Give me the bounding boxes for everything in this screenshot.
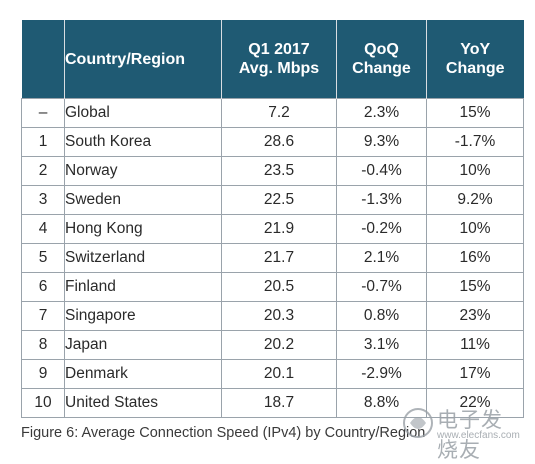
table-row: – Global 7.2 2.3% 15% <box>21 98 524 128</box>
table-row: 6 Finland 20.5 -0.7% 15% <box>21 272 524 302</box>
cell-mbps: 21.7 <box>221 243 337 273</box>
cell-country: Global <box>64 98 222 128</box>
cell-yoy: 17% <box>426 359 524 389</box>
cell-yoy: 9.2% <box>426 185 524 215</box>
header-qoq-line1: QoQ <box>364 41 399 58</box>
speed-table: Country/Region Q1 2017 Avg. Mbps QoQ Cha… <box>21 20 524 418</box>
cell-country: Finland <box>64 272 222 302</box>
table-header: Country/Region Q1 2017 Avg. Mbps QoQ Cha… <box>21 20 524 99</box>
cell-country: Denmark <box>64 359 222 389</box>
cell-mbps: 23.5 <box>221 156 337 186</box>
cell-rank: 5 <box>21 243 65 273</box>
cell-qoq: -0.7% <box>336 272 427 302</box>
cell-qoq: 8.8% <box>336 388 427 418</box>
cell-qoq: 9.3% <box>336 127 427 157</box>
header-qoq-line2: Change <box>352 60 411 77</box>
header-yoy: YoY Change <box>426 20 524 99</box>
cell-yoy: 23% <box>426 301 524 331</box>
cell-rank: 9 <box>21 359 65 389</box>
cell-yoy: 15% <box>426 272 524 302</box>
cell-country: United States <box>64 388 222 418</box>
cell-qoq: -0.4% <box>336 156 427 186</box>
header-mbps: Q1 2017 Avg. Mbps <box>221 20 337 99</box>
cell-country: Sweden <box>64 185 222 215</box>
cell-mbps: 20.5 <box>221 272 337 302</box>
cell-yoy: 10% <box>426 156 524 186</box>
cell-mbps: 18.7 <box>221 388 337 418</box>
cell-rank: 1 <box>21 127 65 157</box>
table-row: 5 Switzerland 21.7 2.1% 16% <box>21 243 524 273</box>
cell-rank: 3 <box>21 185 65 215</box>
cell-qoq: 3.1% <box>336 330 427 360</box>
cell-mbps: 22.5 <box>221 185 337 215</box>
cell-rank: 2 <box>21 156 65 186</box>
table-row: 8 Japan 20.2 3.1% 11% <box>21 330 524 360</box>
cell-yoy: 10% <box>426 214 524 244</box>
cell-qoq: 2.1% <box>336 243 427 273</box>
cell-qoq: -0.2% <box>336 214 427 244</box>
cell-country: Singapore <box>64 301 222 331</box>
cell-rank: 8 <box>21 330 65 360</box>
cell-country: South Korea <box>64 127 222 157</box>
cell-mbps: 20.1 <box>221 359 337 389</box>
table-row: 1 South Korea 28.6 9.3% -1.7% <box>21 127 524 157</box>
cell-mbps: 20.3 <box>221 301 337 331</box>
header-yoy-line1: YoY <box>460 41 491 58</box>
speed-table-figure: Country/Region Q1 2017 Avg. Mbps QoQ Cha… <box>21 20 524 418</box>
cell-qoq: -1.3% <box>336 185 427 215</box>
cell-mbps: 21.9 <box>221 214 337 244</box>
table-row: 3 Sweden 22.5 -1.3% 9.2% <box>21 185 524 215</box>
header-country: Country/Region <box>64 20 222 99</box>
cell-country: Hong Kong <box>64 214 222 244</box>
table-row: 7 Singapore 20.3 0.8% 23% <box>21 301 524 331</box>
figure-caption: Figure 6: Average Connection Speed (IPv4… <box>21 425 426 441</box>
cell-rank: 7 <box>21 301 65 331</box>
cell-yoy: -1.7% <box>426 127 524 157</box>
cell-rank: 6 <box>21 272 65 302</box>
table-body: – Global 7.2 2.3% 15% 1 South Korea 28.6 9.3% -1.… <box>21 98 524 418</box>
cell-rank: 10 <box>21 388 65 418</box>
header-qoq: QoQ Change <box>336 20 427 99</box>
header-mbps-line1: Q1 2017 <box>248 41 310 58</box>
header-yoy-line2: Change <box>445 60 505 77</box>
watermark: 电子发烧友 www.elecfans.com <box>401 400 521 462</box>
cell-mbps: 20.2 <box>221 330 337 360</box>
table-row: 9 Denmark 20.1 -2.9% 17% <box>21 359 524 389</box>
table-row: 10 United States 18.7 8.8% 22% <box>21 388 524 418</box>
cell-rank: 4 <box>21 214 65 244</box>
cell-qoq: 2.3% <box>336 98 427 128</box>
table-row: 4 Hong Kong 21.9 -0.2% 10% <box>21 214 524 244</box>
cell-mbps: 28.6 <box>221 127 337 157</box>
cell-yoy: 16% <box>426 243 524 273</box>
cell-country: Switzerland <box>64 243 222 273</box>
watermark-logo-icon <box>403 408 433 438</box>
cell-country: Norway <box>64 156 222 186</box>
cell-yoy: 15% <box>426 98 524 128</box>
cell-rank: – <box>21 98 65 128</box>
cell-yoy: 11% <box>426 330 524 360</box>
header-hatch-cell <box>21 20 65 99</box>
cell-country: Japan <box>64 330 222 360</box>
cell-qoq: -2.9% <box>336 359 427 389</box>
watermark-url: www.elecfans.com <box>437 430 520 441</box>
cell-yoy: 22% <box>426 388 524 418</box>
header-mbps-line2: Avg. Mbps <box>238 60 320 77</box>
table-row: 2 Norway 23.5 -0.4% 10% <box>21 156 524 186</box>
cell-mbps: 7.2 <box>221 98 337 128</box>
cell-qoq: 0.8% <box>336 301 427 331</box>
